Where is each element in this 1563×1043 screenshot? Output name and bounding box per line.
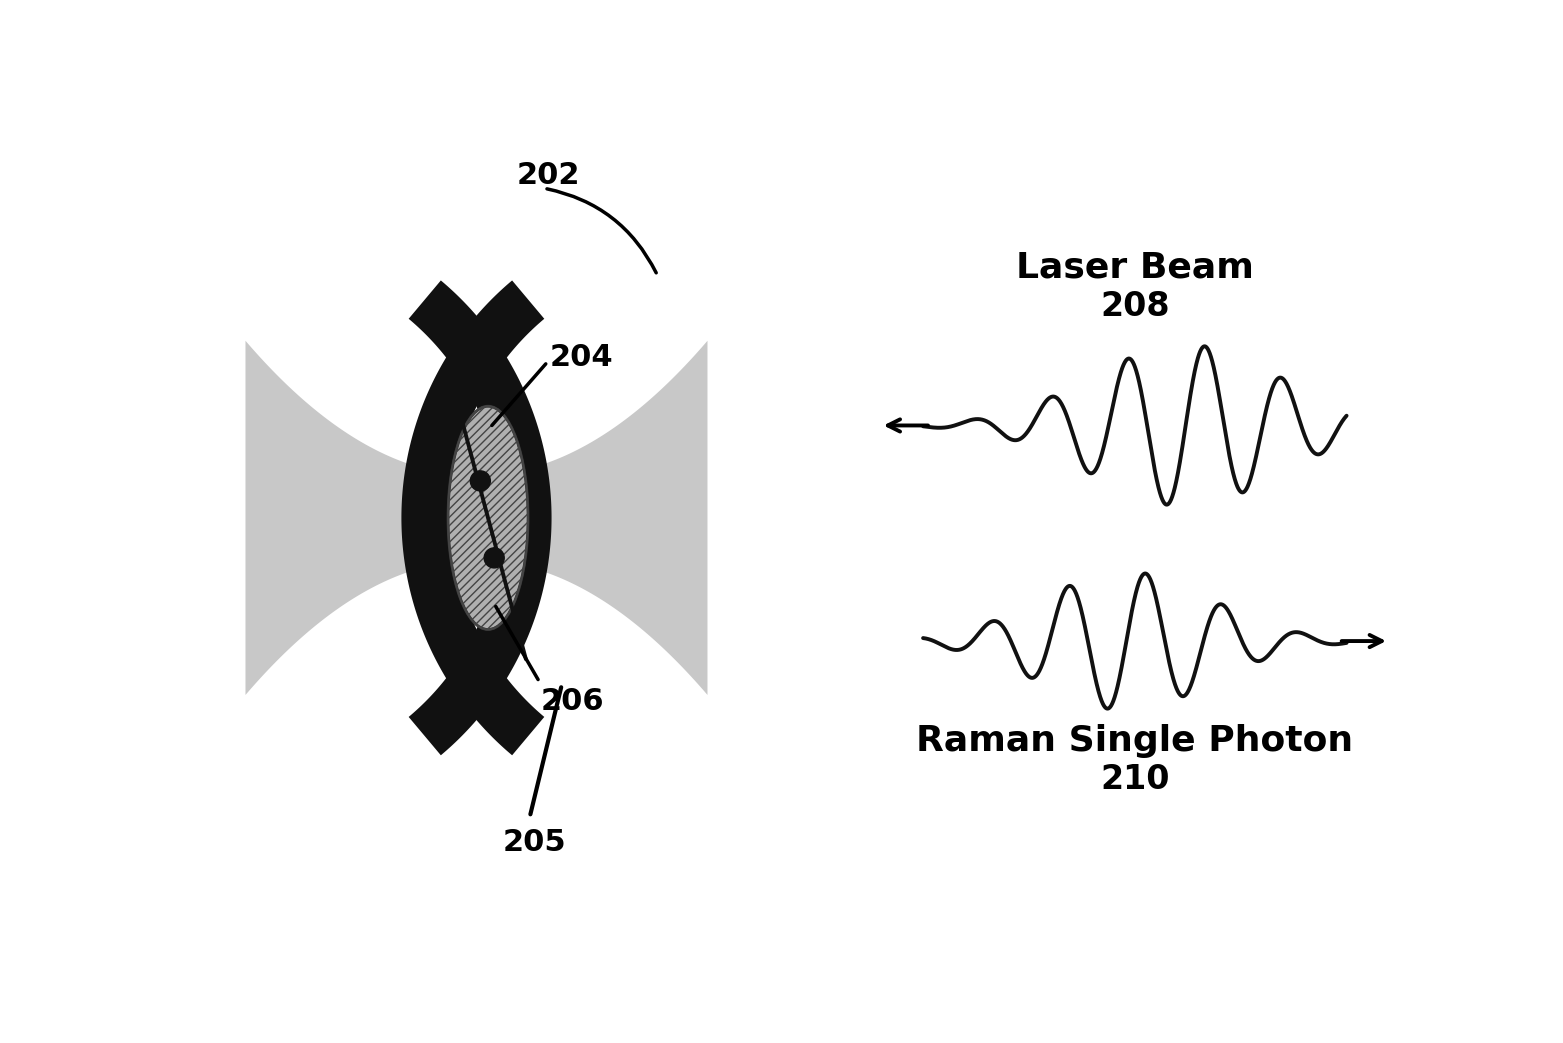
Text: Raman Single Photon: Raman Single Photon <box>916 724 1354 758</box>
Text: 205: 205 <box>502 828 566 857</box>
Text: 206: 206 <box>541 687 603 717</box>
Circle shape <box>470 470 491 491</box>
Text: 204: 204 <box>550 343 613 372</box>
Text: 210: 210 <box>1100 763 1169 796</box>
Polygon shape <box>402 281 544 755</box>
Circle shape <box>485 548 505 567</box>
Polygon shape <box>245 341 708 695</box>
Text: 202: 202 <box>516 161 580 190</box>
Polygon shape <box>408 281 552 755</box>
Text: 208: 208 <box>1100 290 1169 322</box>
Text: Laser Beam: Laser Beam <box>1016 250 1254 285</box>
Ellipse shape <box>449 406 528 630</box>
